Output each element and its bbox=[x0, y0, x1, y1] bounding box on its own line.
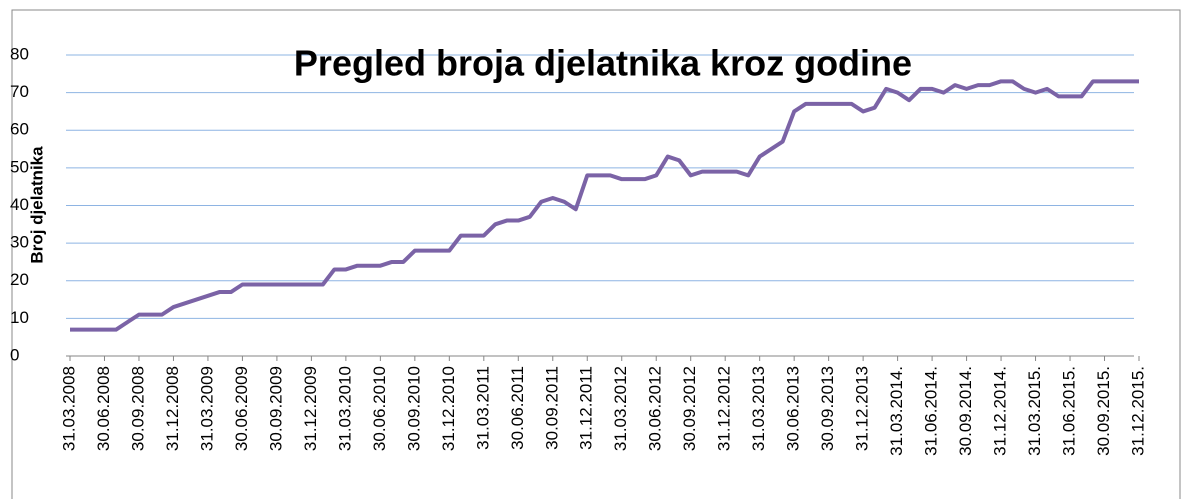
data-line bbox=[70, 79, 1139, 332]
x-tick-label: 31.03.2014. bbox=[887, 366, 906, 456]
x-tick-label: 31.12.2008 bbox=[163, 366, 182, 451]
x-tick-label: 30.09.2008 bbox=[128, 366, 147, 451]
plot bbox=[70, 79, 1139, 332]
x-tick-label: 30.06.2012 bbox=[646, 366, 665, 451]
x-tick-label: 30.09.2009 bbox=[266, 366, 285, 451]
y-tick-label: 80 bbox=[10, 44, 29, 63]
x-tick-label: 31.03.2008 bbox=[59, 366, 78, 451]
chart-border bbox=[11, 9, 1181, 499]
x-tick-label: 30.09.2010 bbox=[404, 366, 423, 451]
x-tick-label: 31.12.2012 bbox=[715, 366, 734, 451]
y-tick-label: 0 bbox=[10, 345, 19, 364]
x-tick-label: 31.03.2012 bbox=[611, 366, 630, 451]
y-tick-label: 30 bbox=[10, 233, 29, 252]
grid bbox=[66, 54, 1140, 361]
x-tick-label: 31.03.2009 bbox=[197, 366, 216, 451]
y-tick-label: 70 bbox=[10, 82, 29, 101]
x-tick-label: 31.03.2011 bbox=[473, 366, 492, 450]
x-tick-label: 31.03.2015. bbox=[1025, 366, 1044, 456]
x-tick-label: 30.09.2012 bbox=[680, 366, 699, 451]
x-tick-label: 30.06.2008 bbox=[94, 366, 113, 451]
x-tick-label: 30.09.2013 bbox=[818, 366, 837, 451]
x-tick-label: 31.03.2010 bbox=[335, 366, 354, 451]
y-axis-label: Broj djelatnika bbox=[27, 146, 46, 264]
x-tick-label: 31.12.2014. bbox=[991, 366, 1010, 456]
x-tick-label: 31.03.2013 bbox=[749, 366, 768, 451]
x-tick-label: 31.12.2013 bbox=[853, 366, 872, 451]
x-tick-label: 30.06.2011 bbox=[508, 366, 527, 450]
x-tick-label: 31.12.2011 bbox=[577, 366, 596, 450]
y-tick-label: 10 bbox=[10, 308, 29, 327]
chart-title: Pregled broja djelatnika kroz godine bbox=[294, 43, 912, 84]
x-tick-label: 30.06.2009 bbox=[232, 366, 251, 451]
y-tick-label: 40 bbox=[10, 195, 29, 214]
x-tick-label: 31.06.2014. bbox=[922, 366, 941, 456]
y-tick-label: 50 bbox=[10, 157, 29, 176]
x-tick-label: 31.12.2010 bbox=[439, 366, 458, 451]
x-tick-label: 31.06.2015. bbox=[1060, 366, 1079, 456]
x-tick-label: 31.12.2009 bbox=[301, 366, 320, 451]
y-tick-label: 60 bbox=[10, 120, 29, 139]
x-tick-label: 31.12.2015. bbox=[1128, 366, 1147, 456]
x-tick-label: 30.09.2011 bbox=[542, 366, 561, 450]
x-tick-label: 30.06.2013 bbox=[784, 366, 803, 451]
x-tick-label: 30.09.2015. bbox=[1094, 366, 1113, 456]
x-tick-label: 30.06.2010 bbox=[370, 366, 389, 451]
x-tick-label: 30.09.2014. bbox=[956, 366, 975, 456]
y-tick-label: 20 bbox=[10, 270, 29, 289]
